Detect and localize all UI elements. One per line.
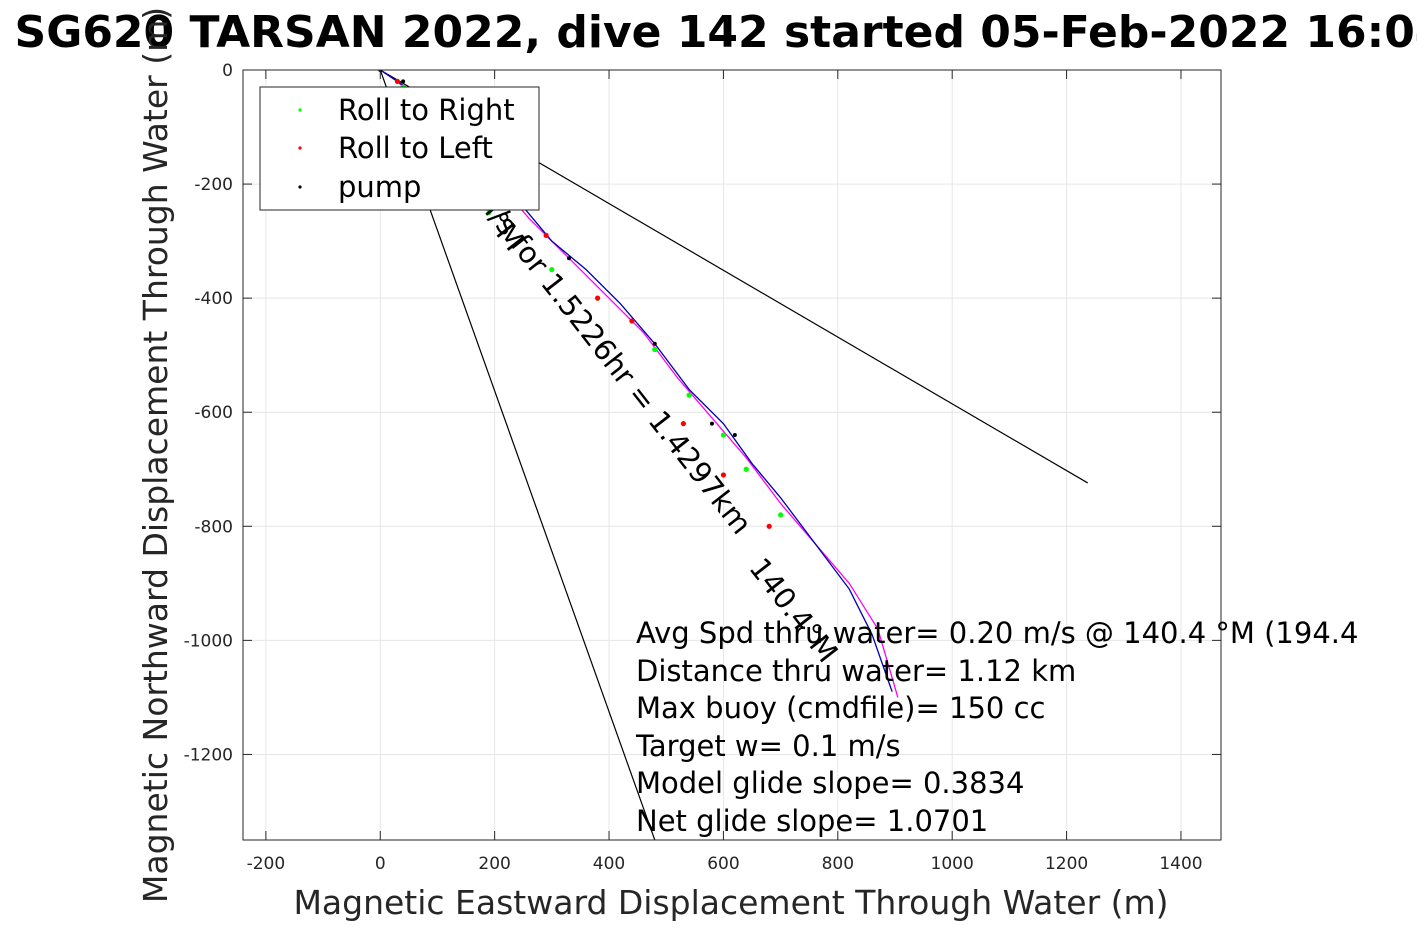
roll-right-point <box>486 209 492 216</box>
roll-right-point <box>743 466 749 472</box>
stats-line-target-w: Target w= 0.1 m/s <box>635 729 901 763</box>
legend-roll-left-label: Roll to Left <box>338 131 493 165</box>
pump-point <box>732 433 737 438</box>
stats-line-speed: Avg Spd thru water= 0.20 m/s @ 140.4 °M … <box>636 616 1358 650</box>
legend-box <box>259 86 540 211</box>
roll-left-point <box>629 318 635 324</box>
x-tick-label: 1200 <box>1045 854 1088 874</box>
legend: Roll to Right Roll to Left pump <box>259 86 540 211</box>
x-tick-label: 0 <box>375 854 386 874</box>
stats-line-distance: Distance thru water= 1.12 km <box>636 654 1076 688</box>
roll-right-point <box>778 512 784 518</box>
x-tick-label: 800 <box>822 854 854 874</box>
y-axis-label: Magnetic Northward Displacement Through … <box>136 7 175 903</box>
x-tick-label: 1000 <box>931 854 974 874</box>
roll-left-point <box>394 78 401 85</box>
chart-title: SG620 TARSAN 2022, dive 142 started 05-F… <box>15 7 1417 58</box>
x-tick-label: 400 <box>593 854 625 874</box>
legend-roll-right-marker <box>298 108 302 112</box>
roll-left-point <box>766 523 772 529</box>
roll-right-point <box>720 432 727 438</box>
stats-line-model-glide: Model glide slope= 0.3834 <box>636 766 1024 800</box>
legend-pump-marker <box>298 185 302 189</box>
roll-left-point <box>594 295 601 301</box>
y-tick-label: -800 <box>194 517 233 537</box>
legend-roll-left-marker <box>298 146 302 150</box>
legend-roll-right-label: Roll to Right <box>338 93 515 127</box>
plot-frame <box>242 69 1222 841</box>
y-tick-label: -400 <box>194 289 233 309</box>
stats-block: Avg Spd thru water= 0.20 m/s @ 140.4 °M … <box>635 616 1358 838</box>
roll-left-point <box>543 232 549 239</box>
stats-line-buoy: Max buoy (cmdfile)= 150 cc <box>636 691 1045 725</box>
pump-point <box>401 79 406 84</box>
pump-point <box>567 256 571 261</box>
x-tick-label: -200 <box>247 854 286 874</box>
roll-left-point <box>680 421 686 427</box>
y-tick-label: -1000 <box>184 631 233 651</box>
x-tick-label: 200 <box>478 854 510 874</box>
x-tick-label: 1400 <box>1159 854 1202 874</box>
y-tick-label: 0 <box>222 61 233 81</box>
x-tick-label: 600 <box>707 854 739 874</box>
axis-ticks: -200 0 200 400 600 800 1000 1200 1400 0 -200 -400 -6… <box>184 61 1221 874</box>
x-axis-label: Magnetic Eastward Displacement Through W… <box>293 883 1168 922</box>
y-tick-label: -200 <box>194 175 233 195</box>
roll-right-point <box>686 392 692 398</box>
roll-right-point <box>652 346 658 353</box>
y-tick-label: -1200 <box>184 745 233 765</box>
stats-line-net-glide: Net glide slope= 1.0701 <box>636 804 988 838</box>
pump-point <box>709 421 714 426</box>
pump-point <box>652 341 657 346</box>
legend-pump-label: pump <box>338 170 421 204</box>
y-tick-label: -600 <box>194 403 233 423</box>
roll-left-point <box>720 472 727 478</box>
roll-right-point <box>549 267 555 273</box>
